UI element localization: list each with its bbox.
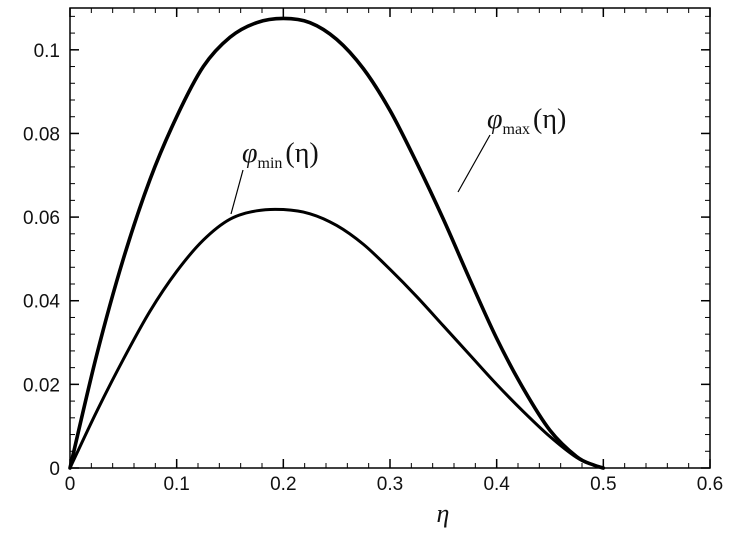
curve-label-phi-min-symbol: φ	[242, 138, 258, 169]
series-phi-max	[68, 16, 606, 470]
y-tick-label: 0	[49, 459, 60, 480]
label-leaders	[230, 134, 491, 215]
curve-label-phi-min-subscript: min	[258, 155, 283, 172]
curve-label-phi-min: φmin (η)	[242, 138, 319, 172]
leader-phi-max	[457, 134, 491, 193]
curve-label-phi-max-argument: (η)	[533, 104, 566, 135]
curve-label-phi-min-argument: (η)	[285, 138, 318, 169]
x-tick-label: 0.2	[270, 474, 296, 495]
curve-label-phi-max-subscript: max	[503, 121, 531, 138]
x-tick-label: 0.6	[697, 474, 723, 495]
x-tick-label: 0	[65, 474, 76, 495]
x-tick-label: 0.5	[590, 474, 616, 495]
y-tick-label: 0.04	[23, 292, 60, 313]
x-tick-label: 0.4	[483, 474, 510, 495]
axes	[69, 7, 711, 469]
y-tick-label: 0.1	[34, 41, 60, 62]
x-axis-label: η	[437, 499, 450, 528]
x-tick-label: 0.3	[377, 474, 403, 495]
y-tick-label: 0.06	[23, 208, 60, 229]
tick-labels: 0 0.1 0.2 0.3 0.4 0.5 0.6 0 0.02 0.04 0.06 0.08 0.1	[23, 41, 723, 495]
curves	[68, 16, 606, 470]
y-tick-label: 0.08	[23, 124, 60, 145]
curve-label-phi-max-symbol: φ	[487, 104, 503, 135]
plot-frame	[69, 7, 711, 469]
series-phi-min	[68, 207, 605, 470]
x-tick-label: 0.1	[163, 474, 189, 495]
leader-phi-min	[230, 169, 244, 215]
ticks	[69, 8, 711, 469]
y-tick-label: 0.02	[23, 375, 60, 396]
curve-label-phi-max: φmax (η)	[487, 104, 566, 138]
